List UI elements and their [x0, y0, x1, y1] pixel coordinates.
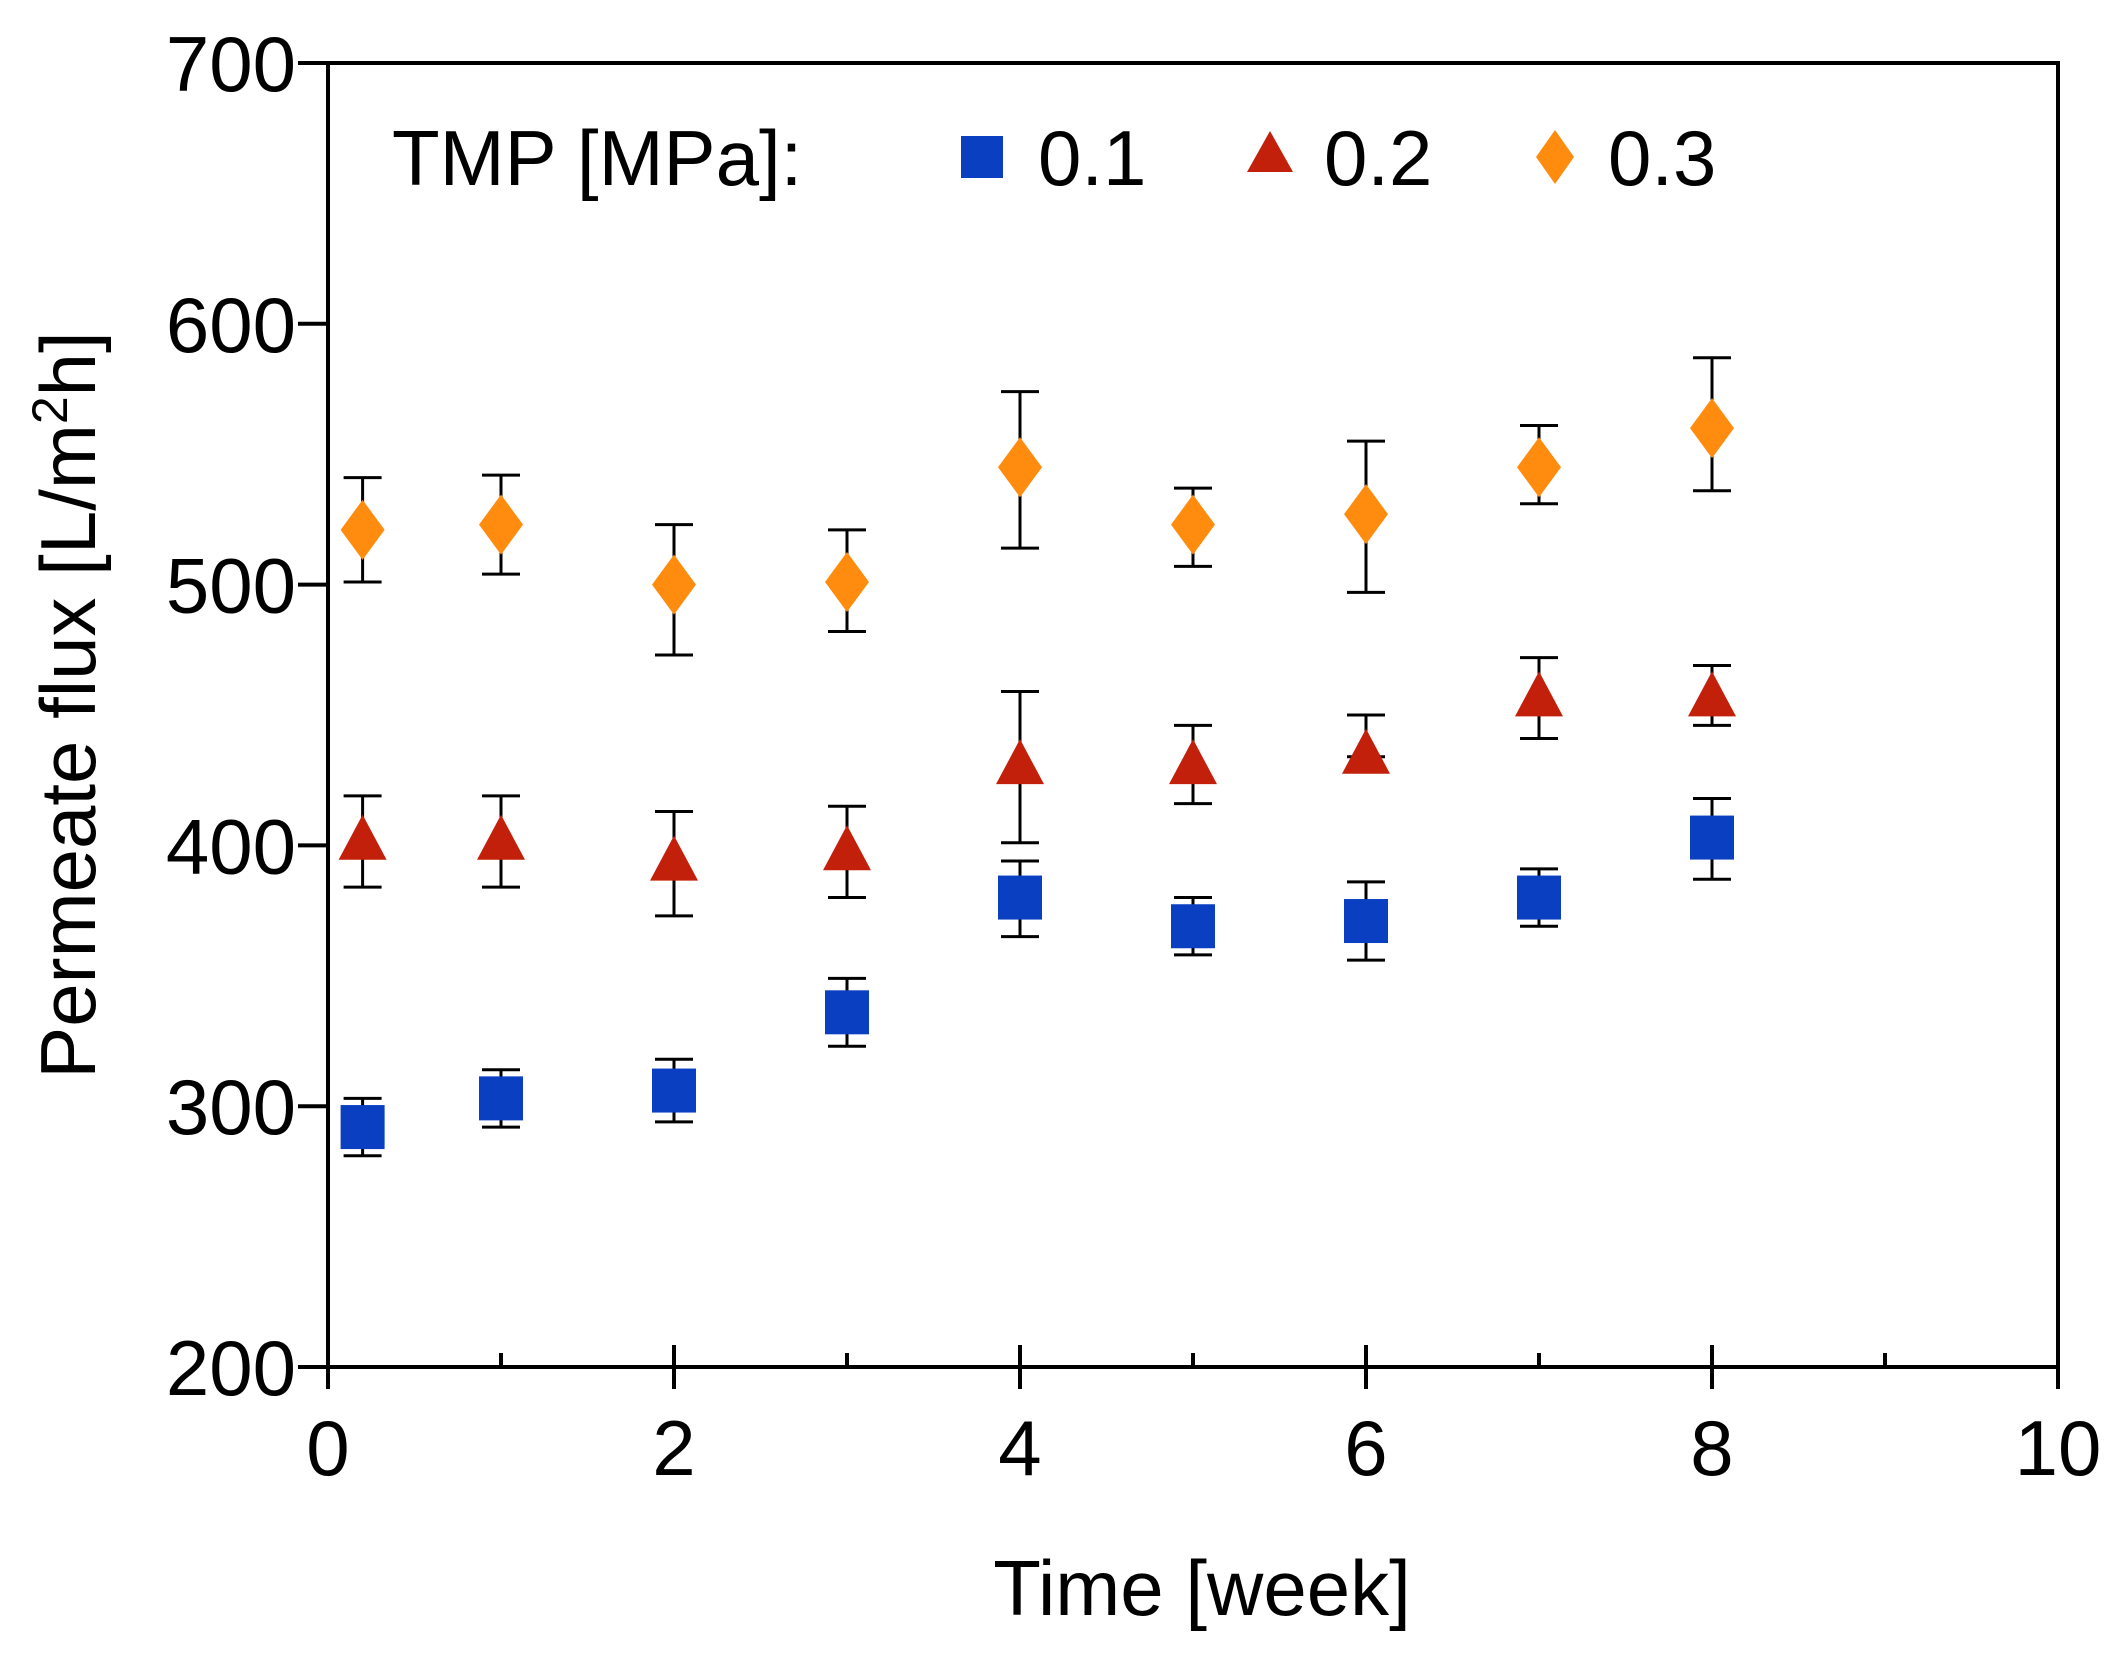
x-tick-label: 10: [2015, 1404, 2102, 1492]
x-axis-label: Time [week]: [993, 1544, 1411, 1632]
axes: 200 300 400 500 600 700 0 2 4 6 8 10: [166, 20, 2102, 1492]
series-0-2-point: [1342, 728, 1390, 774]
legend: TMP [MPa]: 0.1 0.2 0.3: [392, 114, 1716, 202]
series-0-3-point: [998, 437, 1042, 498]
series-0-3-point: [1171, 494, 1215, 555]
series-0-2-point: [823, 825, 871, 871]
series-0-3-point: [825, 551, 869, 612]
series-0-3-point: [652, 554, 696, 615]
y-axis-label-main: Permeate flux [L/m: [24, 424, 112, 1079]
series-0-2-point: [1688, 671, 1736, 717]
legend-marker-0-1: [961, 136, 1003, 178]
plot-frame: [326, 61, 2060, 1369]
legend-title: TMP [MPa]:: [392, 114, 802, 202]
x-tick-label: 6: [1344, 1404, 1387, 1492]
x-tick-label: 8: [1690, 1404, 1733, 1492]
legend-label-0-2: 0.2: [1324, 114, 1432, 202]
y-axis-label-superscript: 2: [22, 396, 78, 424]
series-0-2-point: [338, 814, 387, 860]
x-tick-label: 2: [652, 1404, 695, 1492]
series-0-2-point: [477, 814, 525, 860]
legend-label-0-3: 0.3: [1608, 114, 1716, 202]
series-0-2-point: [996, 739, 1044, 785]
x-tick-label: 4: [998, 1404, 1041, 1492]
series-0-2-point: [1169, 739, 1217, 785]
series-0-1-point: [825, 990, 869, 1035]
y-axis-label: Permeate flux [L/m2h]: [22, 331, 112, 1078]
y-tick-label: 700: [166, 20, 296, 108]
series-0-1-point: [1171, 904, 1215, 949]
y-tick-label: 300: [166, 1063, 296, 1151]
x-tick-label: 0: [306, 1404, 349, 1492]
series-0-3-point: [479, 494, 523, 555]
series-0-3-point: [1517, 437, 1561, 498]
legend-marker-0-3: [1536, 130, 1574, 184]
legend-label-0-1: 0.1: [1038, 114, 1146, 202]
y-tick-label: 200: [166, 1324, 296, 1412]
data-points: [338, 398, 1736, 1150]
y-tick-label: 500: [166, 542, 296, 630]
y-tick-label: 400: [166, 802, 296, 890]
series-0-1-point: [479, 1076, 523, 1121]
series-0-1-point: [1690, 815, 1734, 860]
series-0-1-point: [340, 1105, 385, 1150]
series-0-1-point: [1517, 875, 1561, 920]
series-0-3-point: [1690, 398, 1734, 459]
series-0-2-point: [1515, 671, 1563, 717]
series-0-3-point: [1344, 484, 1388, 545]
series-0-3-point: [340, 499, 385, 560]
series-0-1-point: [998, 875, 1042, 920]
series-0-2-point: [650, 835, 698, 881]
series-0-1-point: [652, 1068, 696, 1113]
error-bars: [343, 356, 1731, 1158]
legend-marker-0-2: [1247, 131, 1293, 172]
y-axis-label-end: h]: [24, 331, 112, 396]
series-0-1-point: [1344, 899, 1388, 944]
y-tick-label: 600: [166, 281, 296, 369]
